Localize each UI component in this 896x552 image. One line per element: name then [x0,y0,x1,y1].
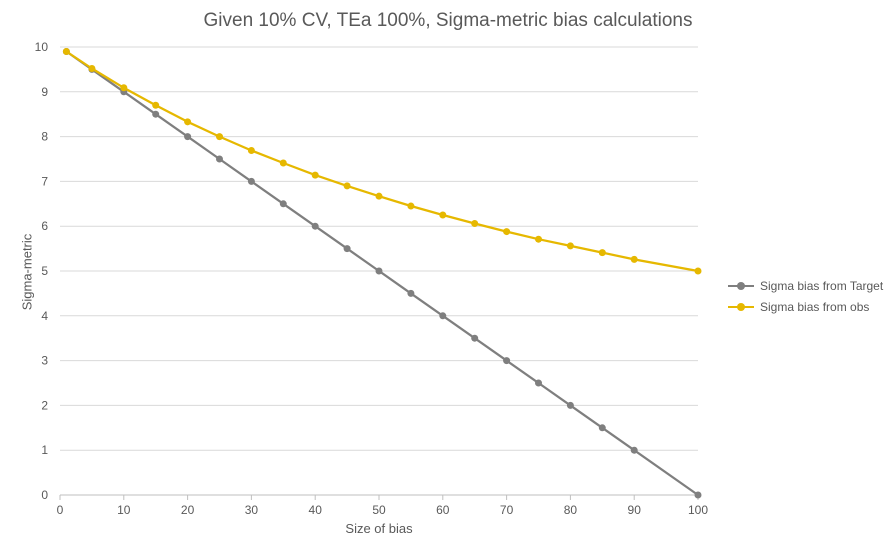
x-tick-label-0: 0 [57,503,64,517]
data-point-sigma-bias-from-obs-40 [311,171,319,179]
legend-label-target: Sigma bias from Target [760,278,884,293]
chart-title: Given 10% CV, TEa 100%, Sigma-metric bia… [203,10,693,31]
series-sigma-bias-from-obs [62,47,702,275]
y-tick-label-8: 8 [41,130,48,144]
data-point-sigma-bias-from-obs-5 [88,65,96,73]
data-point-sigma-bias-from-obs-65 [471,220,479,228]
data-point-sigma-bias-from-obs-60 [439,211,447,219]
data-point-sigma-bias-from-target-90 [630,446,638,454]
data-point-sigma-bias-from-obs-85 [598,249,606,257]
legend-item-target: Sigma bias from Target [728,275,883,296]
data-point-sigma-bias-from-obs-50 [375,192,383,200]
data-point-sigma-bias-from-target-40 [311,222,319,230]
x-tick-label-90: 90 [628,503,642,517]
data-point-sigma-bias-from-obs-25 [216,133,223,141]
y-tick-label-4: 4 [41,309,48,323]
y-tick-label-5: 5 [41,264,48,278]
data-point-sigma-bias-from-obs-75 [535,235,542,243]
legend: Sigma bias from Target Sigma bias from o… [728,275,883,317]
x-tick-label-100: 100 [688,503,708,517]
series-line-sigma-bias-from-obs [65,50,699,273]
x-tick-label-70: 70 [500,503,514,517]
x-tick-label-10: 10 [117,503,131,517]
x-tick-label-80: 80 [564,503,578,517]
data-point-sigma-bias-from-obs-90 [630,255,638,263]
legend-marker-obs [728,302,754,312]
legend-label-obs: Sigma bias from obs [760,299,870,314]
series-layer [62,47,702,499]
data-point-sigma-bias-from-target-45 [343,245,351,253]
data-point-sigma-bias-from-obs-10 [120,84,128,92]
y-axis-label: Sigma-metric [19,233,35,311]
data-point-sigma-bias-from-target-85 [598,424,606,432]
data-point-sigma-bias-from-target-100 [694,491,702,499]
y-tick-label-6: 6 [41,219,48,233]
y-tick-label-3: 3 [41,354,48,368]
data-point-sigma-bias-from-target-80 [566,401,574,409]
series-line-sigma-bias-from-target [65,50,699,496]
data-point-sigma-bias-from-target-50 [375,267,383,275]
series-sigma-bias-from-target [62,47,702,499]
data-point-sigma-bias-from-obs-100 [694,267,702,275]
x-tick-label-60: 60 [436,503,450,517]
y-tick-label-9: 9 [41,85,48,99]
y-tick-label-10: 10 [35,40,49,54]
data-point-sigma-bias-from-target-25 [216,155,223,163]
x-tick-label-50: 50 [372,503,386,517]
data-point-sigma-bias-from-target-70 [503,357,511,365]
data-point-sigma-bias-from-obs-35 [279,159,287,167]
data-point-sigma-bias-from-obs-70 [503,228,511,236]
legend-item-obs: Sigma bias from obs [728,296,883,317]
data-point-sigma-bias-from-target-55 [407,289,415,297]
x-axis-label: Size of bias [345,521,413,536]
data-point-sigma-bias-from-target-20 [184,133,192,141]
data-point-sigma-bias-from-target-75 [535,379,542,387]
data-point-sigma-bias-from-obs-15 [152,101,160,109]
y-tick-label-2: 2 [41,398,48,412]
y-tick-label-7: 7 [41,174,48,188]
data-point-sigma-bias-from-obs-80 [566,242,574,250]
axes [59,494,699,500]
data-point-sigma-bias-from-obs-30 [247,146,255,154]
data-point-sigma-bias-from-obs-55 [407,202,415,210]
y-tick-label-0: 0 [41,488,48,502]
data-point-sigma-bias-from-obs-45 [343,182,351,190]
data-point-sigma-bias-from-target-35 [279,200,287,208]
data-point-sigma-bias-from-target-60 [439,312,447,320]
y-tick-label-1: 1 [41,443,48,457]
data-point-sigma-bias-from-target-65 [471,334,479,342]
data-point-sigma-bias-from-target-15 [152,110,160,118]
x-tick-label-20: 20 [181,503,195,517]
x-tick-label-30: 30 [245,503,259,517]
data-point-sigma-bias-from-obs-20 [184,118,192,126]
data-point-sigma-bias-from-target-30 [247,177,255,185]
legend-marker-target [728,281,754,291]
x-tick-label-40: 40 [309,503,323,517]
data-point-sigma-bias-from-obs-1 [62,47,70,55]
